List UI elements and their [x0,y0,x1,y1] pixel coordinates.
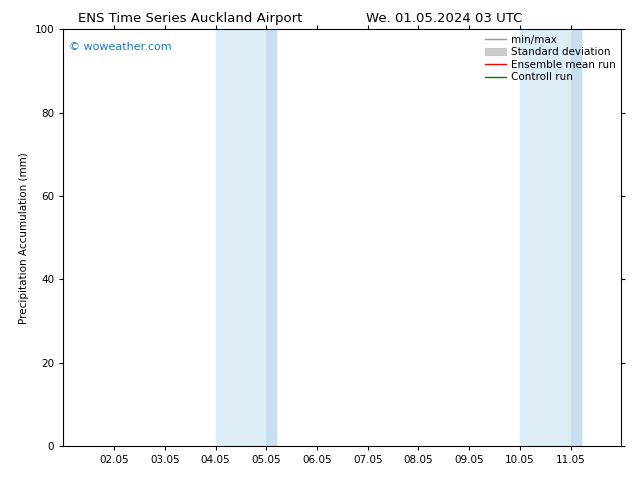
Text: ENS Time Series Auckland Airport: ENS Time Series Auckland Airport [78,12,302,25]
Text: We. 01.05.2024 03 UTC: We. 01.05.2024 03 UTC [366,12,522,25]
Bar [266,29,276,446]
Legend: min/max, Standard deviation, Ensemble mean run, Controll run: min/max, Standard deviation, Ensemble me… [482,31,619,86]
Y-axis label: Precipitation Accumulation (mm): Precipitation Accumulation (mm) [19,152,29,323]
Bar [216,29,276,446]
Bar [520,29,581,446]
Text: © woweather.com: © woweather.com [69,42,172,52]
Bar [571,29,581,446]
